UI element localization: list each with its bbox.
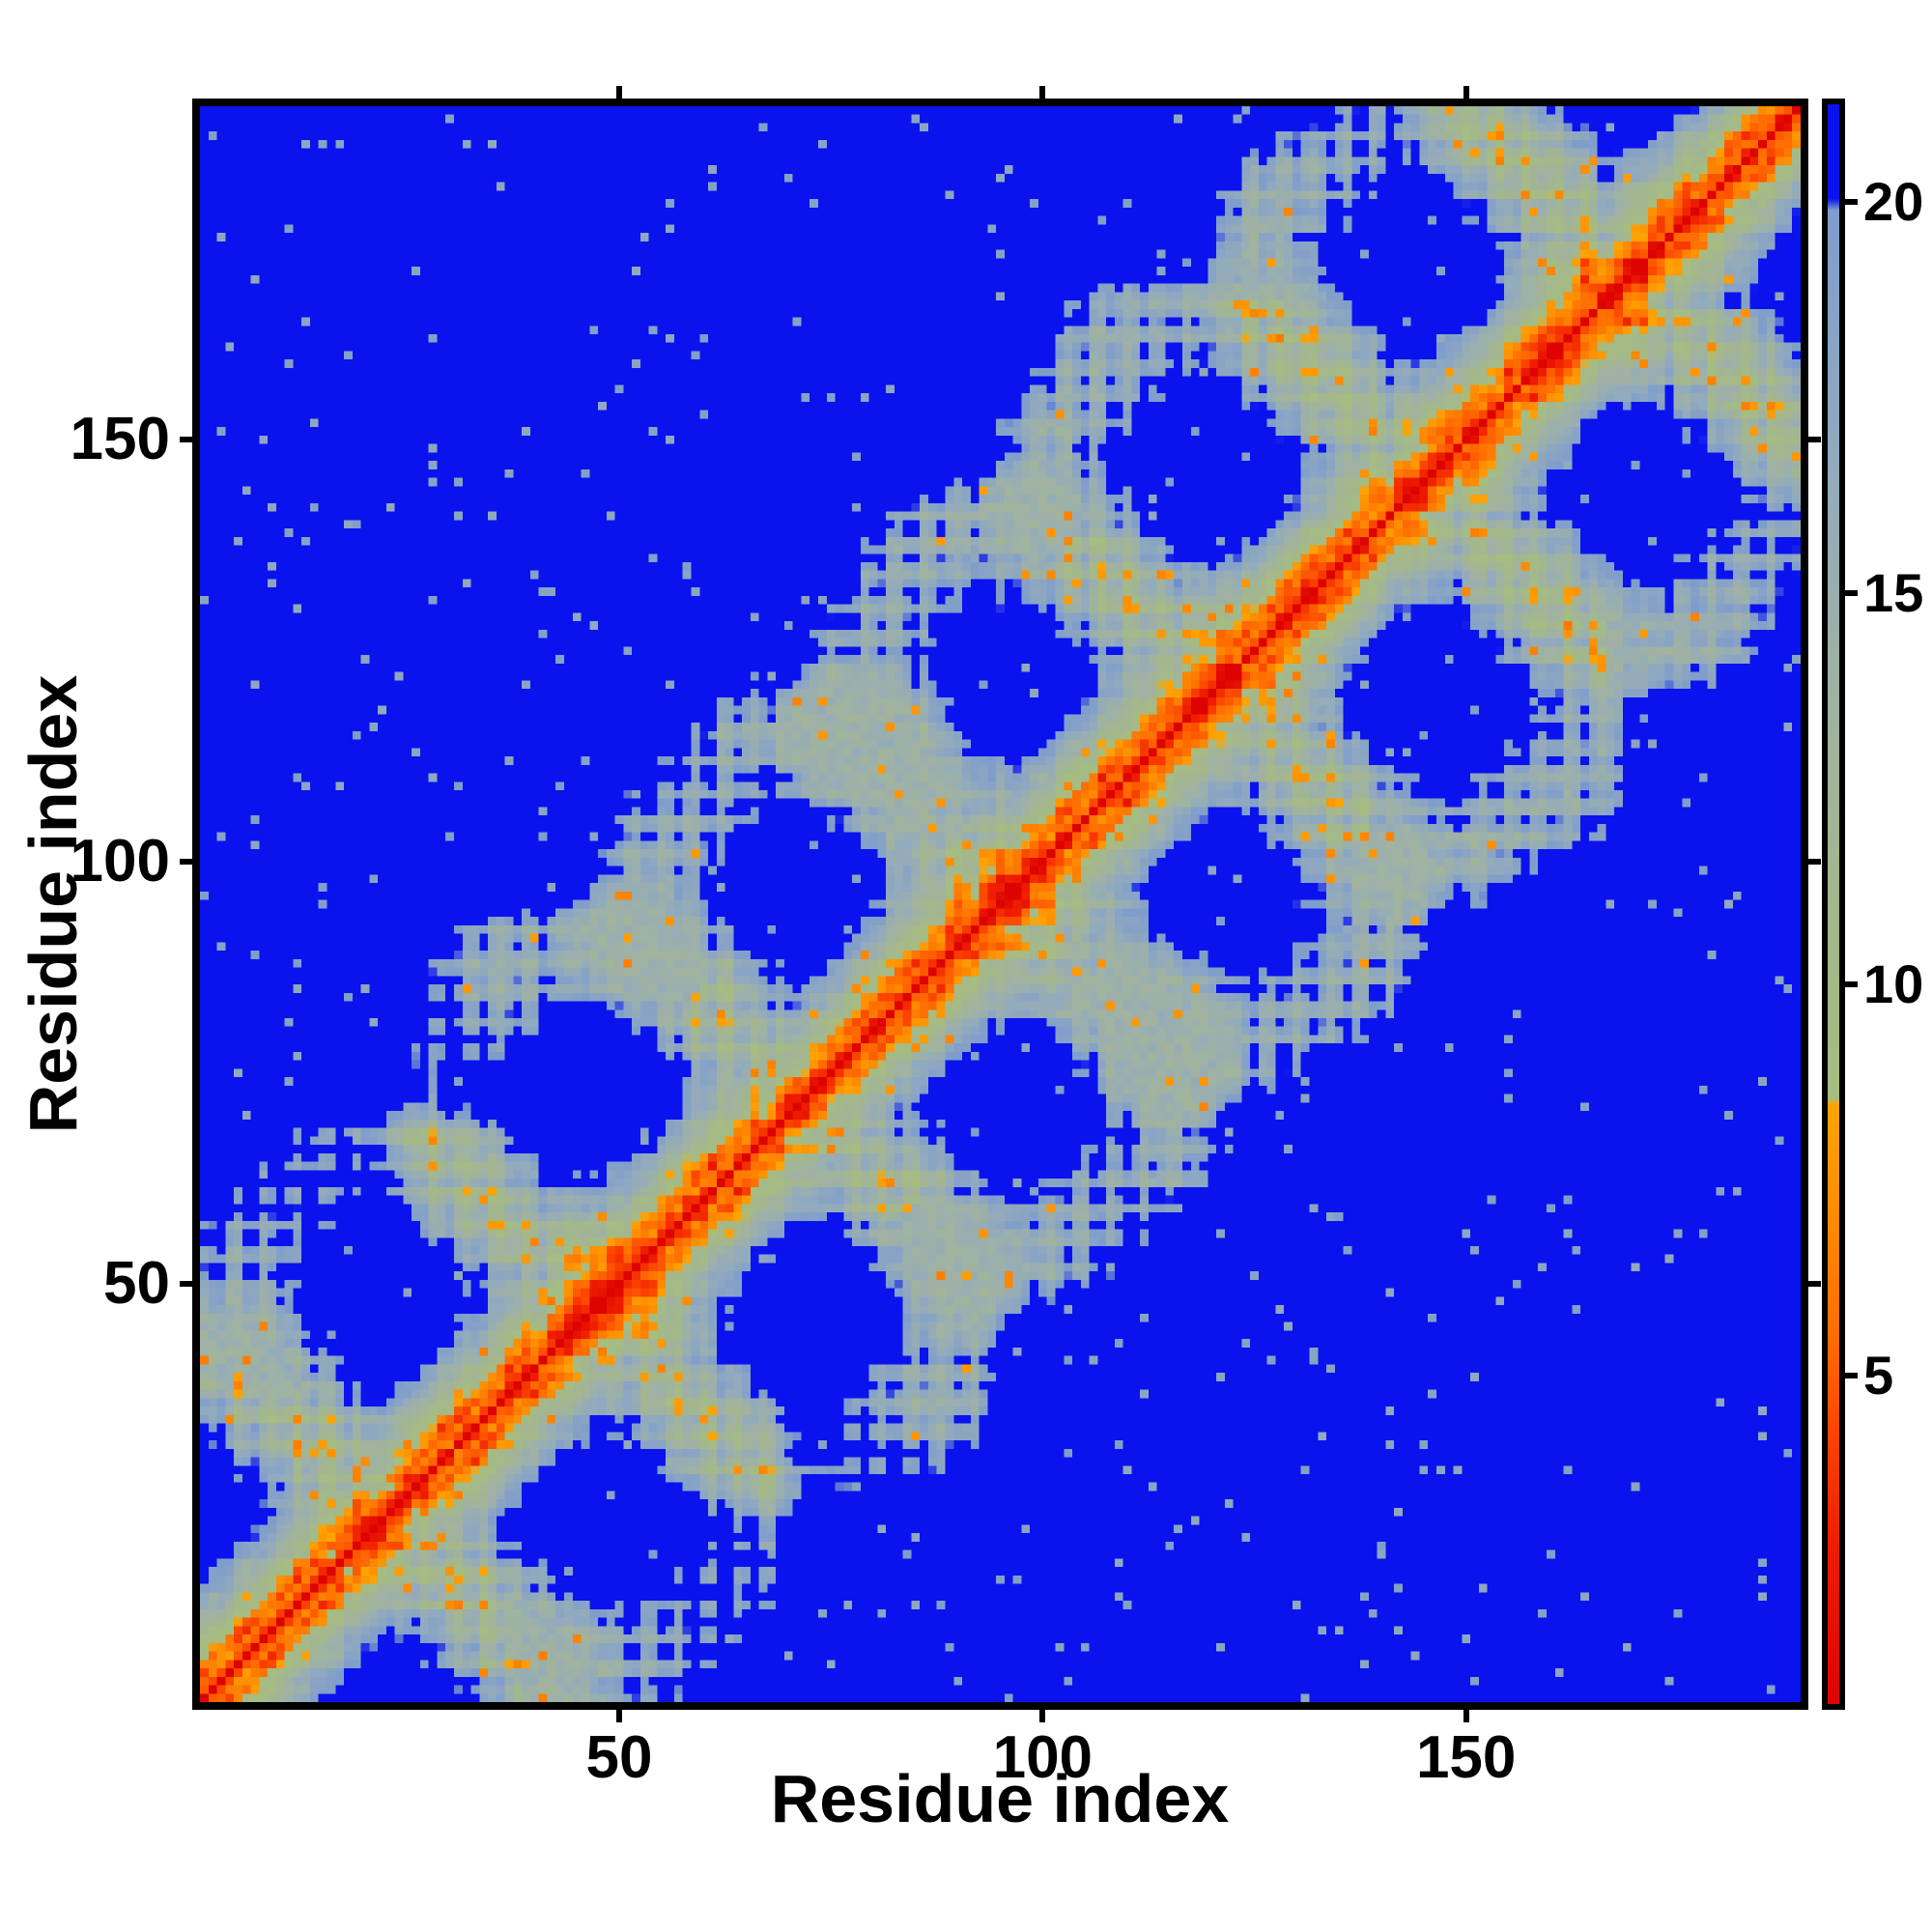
x-tick-mark-top [1463, 86, 1469, 99]
x-tick-mark [1463, 1710, 1469, 1722]
x-tick-mark [1039, 1710, 1046, 1722]
residue-distance-heatmap [200, 106, 1801, 1702]
colorbar-tick-label: 20 [1863, 171, 1924, 233]
colorbar-tick-mark [1845, 590, 1858, 597]
y-tick-mark-right [1808, 1281, 1821, 1288]
y-tick-mark-right [1808, 859, 1821, 866]
colorbar-tick-label: 5 [1863, 1344, 1894, 1406]
x-tick-label: 100 [992, 1724, 1094, 1791]
colorbar-tick-label: 15 [1863, 562, 1924, 624]
x-tick-mark-top [615, 86, 622, 99]
y-tick-label: 100 [70, 828, 170, 895]
colorbar-gradient [1828, 104, 1839, 1704]
y-tick-label: 150 [70, 406, 170, 473]
y-tick-label: 50 [103, 1250, 170, 1318]
y-tick-mark [180, 1281, 192, 1288]
y-axis-label: Residue index [15, 674, 91, 1134]
x-tick-mark-top [1039, 86, 1046, 99]
x-axis-label: Residue index [770, 1761, 1230, 1836]
colorbar-tick-mark [1845, 1372, 1858, 1378]
y-tick-mark [180, 437, 192, 443]
colorbar-tick-mark [1845, 981, 1858, 987]
colorbar-tick-mark [1845, 199, 1858, 206]
x-tick-label: 150 [1415, 1724, 1517, 1791]
colorbar-tick-label: 10 [1863, 953, 1924, 1014]
y-tick-mark [180, 859, 192, 866]
x-tick-label: 50 [585, 1724, 653, 1791]
x-tick-mark [615, 1710, 622, 1722]
y-tick-mark-right [1808, 437, 1821, 443]
